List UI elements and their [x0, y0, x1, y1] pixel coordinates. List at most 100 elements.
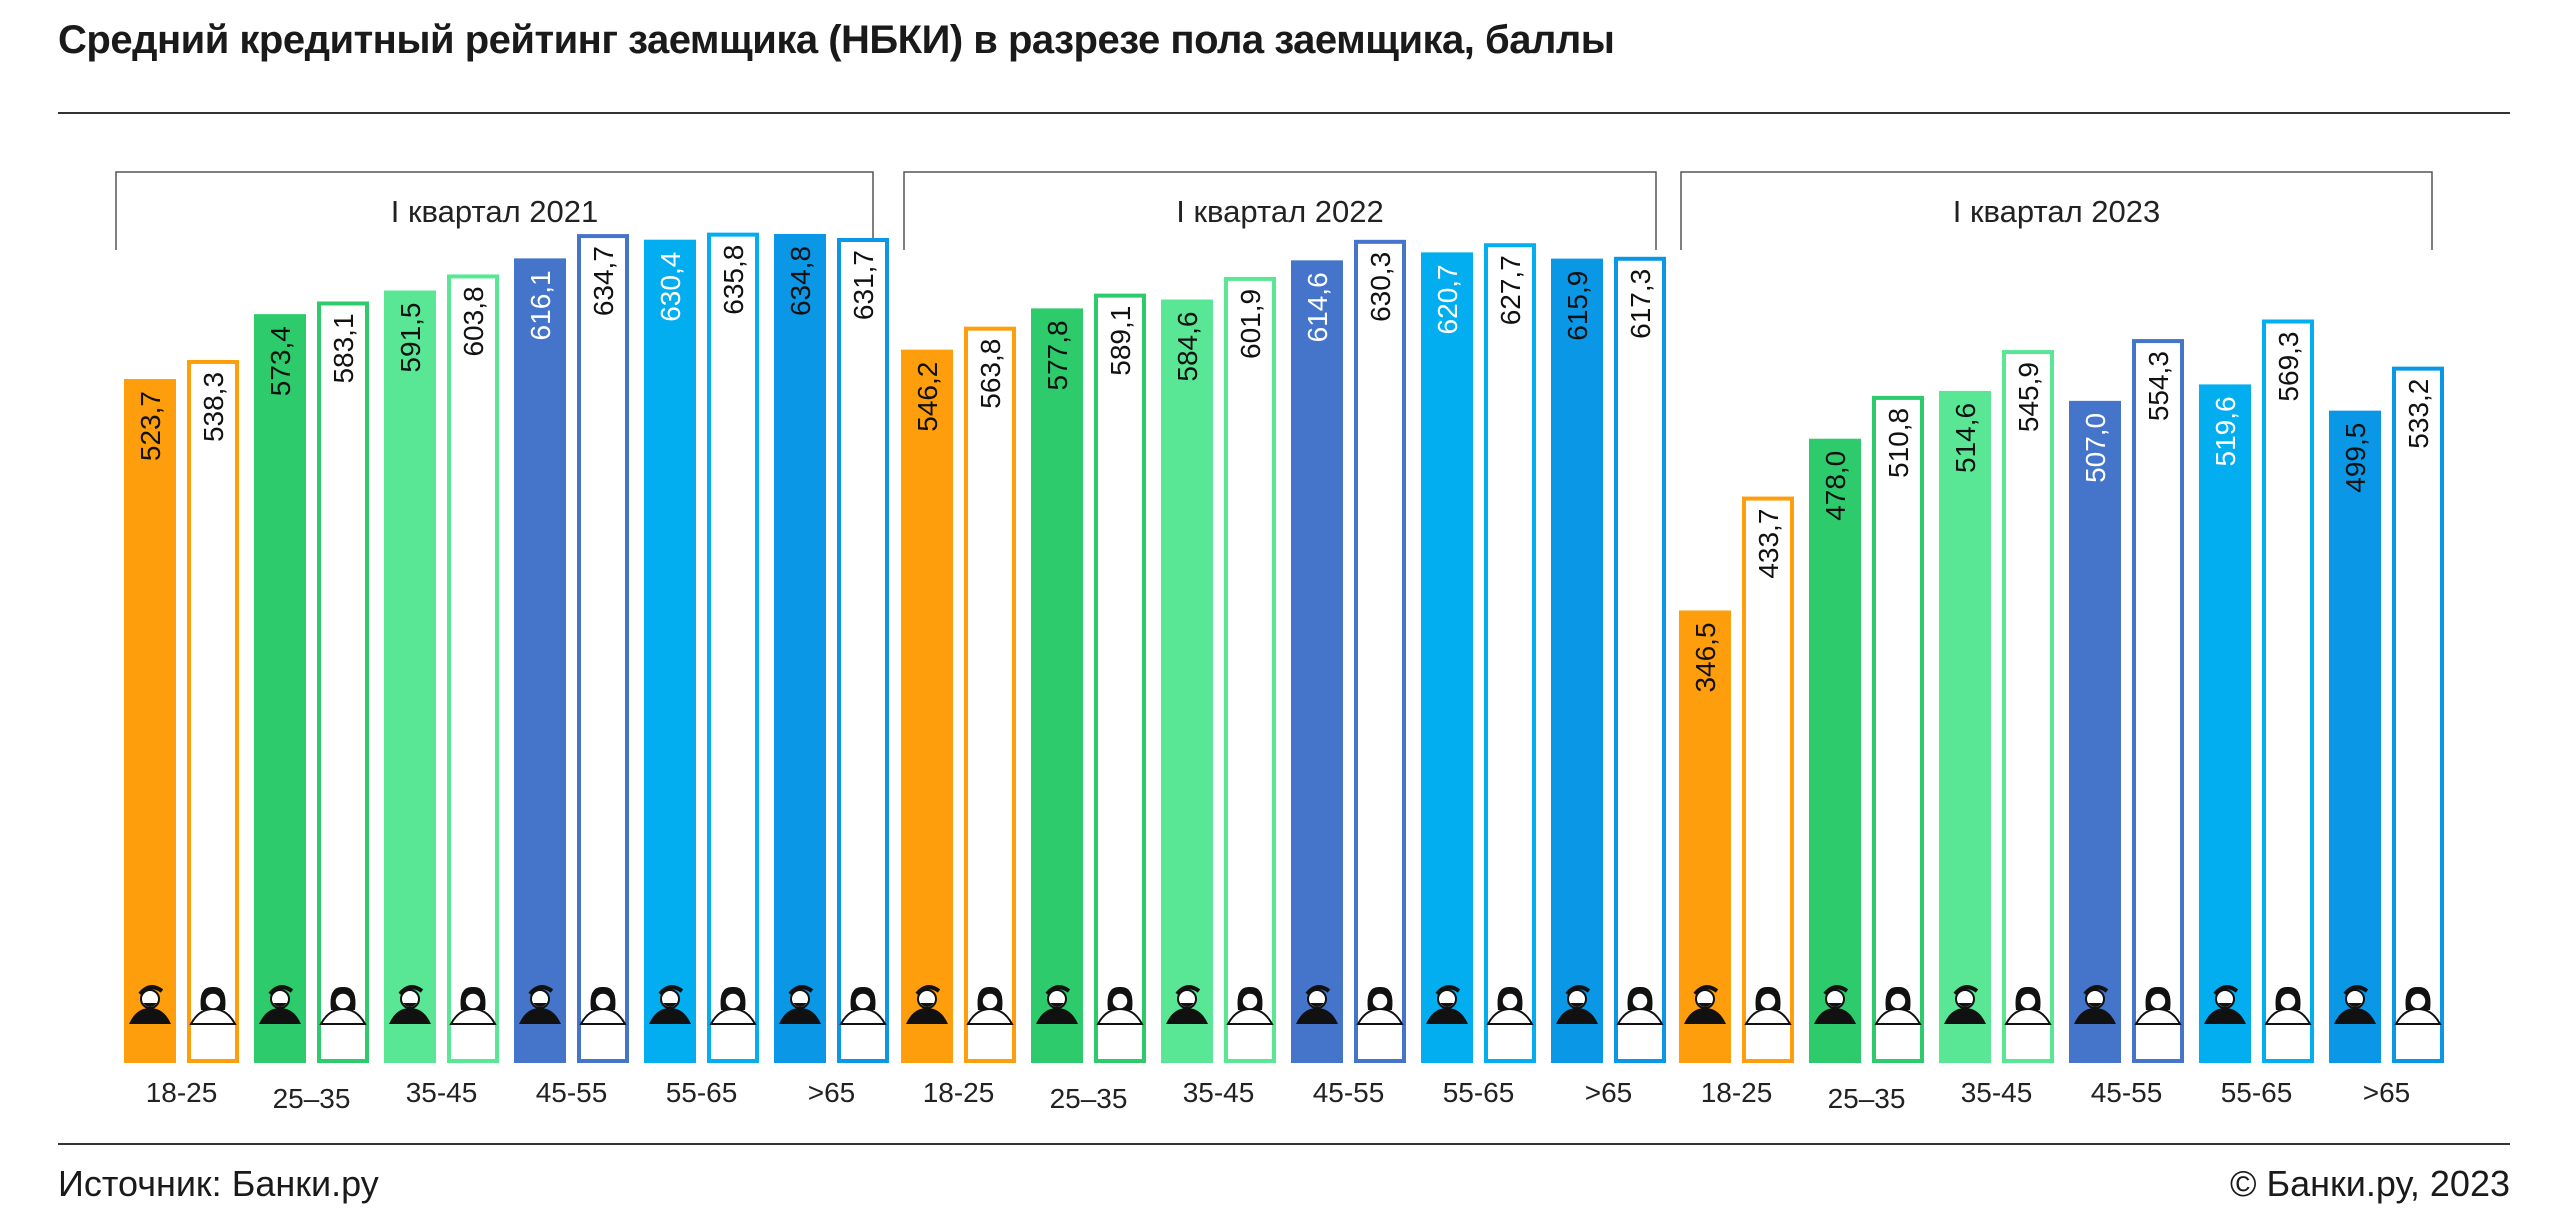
man-with-beard-icon: [2074, 985, 2116, 1024]
man-with-beard-icon: [1814, 985, 1856, 1024]
category-label: 45-55: [1313, 1077, 1385, 1108]
category-label: >65: [808, 1077, 856, 1108]
category-label: 45-55: [2091, 1077, 2163, 1108]
man-with-beard-icon: [906, 985, 948, 1024]
man-with-beard-icon: [2204, 985, 2246, 1024]
bar-female: [577, 234, 629, 1064]
data-label-female: 545,9: [2013, 362, 2044, 432]
data-label-female: 617,3: [1625, 269, 1656, 339]
man-with-beard-icon: [2334, 985, 2376, 1024]
bar-female: [1094, 293, 1146, 1064]
woman-icon: [709, 986, 757, 1025]
man-with-beard-icon: [779, 985, 821, 1024]
bar-male: [1291, 260, 1343, 1063]
data-label-male: 507,0: [2080, 413, 2111, 483]
data-label-male: 478,0: [1820, 451, 1851, 521]
data-label-male: 615,9: [1562, 271, 1593, 341]
data-label-male: 584,6: [1172, 312, 1203, 382]
man-with-beard-icon: [1036, 985, 1078, 1024]
woman-icon: [2134, 986, 2182, 1025]
top-divider: [58, 112, 2510, 114]
man-with-beard-icon: [389, 985, 431, 1024]
bar-female: [187, 359, 239, 1063]
data-label-female: 569,3: [2273, 331, 2304, 401]
group-label: I квартал 2021: [391, 194, 598, 229]
data-label-female: 601,9: [1235, 289, 1266, 359]
bar-female: [447, 274, 499, 1063]
data-label-female: 510,8: [1883, 408, 1914, 478]
bar-female: [317, 301, 369, 1064]
woman-icon: [2264, 986, 2312, 1025]
category-label: 25–35: [273, 1083, 351, 1114]
data-label-female: 631,7: [848, 250, 879, 320]
bar-male: [1551, 258, 1603, 1063]
data-label-female: 563,8: [975, 339, 1006, 409]
bar-male: [384, 290, 436, 1064]
data-label-male: 614,6: [1302, 272, 1333, 342]
data-label-female: 533,2: [2403, 379, 2434, 449]
bar-male: [254, 314, 306, 1063]
category-label: 45-55: [536, 1077, 608, 1108]
group-bracket: [903, 171, 1657, 250]
woman-icon: [839, 986, 887, 1025]
group-bracket: [115, 171, 874, 250]
data-label-female: 635,8: [718, 245, 749, 315]
bar-female: [1484, 243, 1536, 1063]
woman-icon: [2394, 986, 2442, 1025]
chart-title: Средний кредитный рейтинг заемщика (НБКИ…: [58, 18, 1615, 62]
data-label-male: 577,8: [1042, 320, 1073, 390]
category-label: >65: [1585, 1077, 1633, 1108]
data-label-male: 546,2: [912, 362, 943, 432]
woman-icon: [449, 986, 497, 1025]
bar-female: [2002, 350, 2054, 1063]
data-label-female: 634,7: [588, 246, 619, 316]
data-label-male: 499,5: [2340, 423, 2371, 493]
bar-male: [1421, 252, 1473, 1064]
data-label-female: 538,3: [198, 372, 229, 442]
category-label: 25–35: [1828, 1083, 1906, 1114]
woman-icon: [1744, 986, 1792, 1025]
bottom-divider: [58, 1143, 2510, 1145]
bar-male: [124, 379, 176, 1063]
man-with-beard-icon: [649, 985, 691, 1024]
bar-male: [2069, 400, 2121, 1063]
bar-male: [901, 349, 953, 1063]
bar-female: [1614, 256, 1666, 1063]
data-label-male: 346,5: [1690, 622, 1721, 692]
data-label-female: 554,3: [2143, 351, 2174, 421]
man-with-beard-icon: [519, 985, 561, 1024]
bar-female: [2392, 366, 2444, 1063]
category-label: >65: [2363, 1077, 2411, 1108]
woman-icon: [189, 986, 237, 1025]
bar-female: [2262, 319, 2314, 1063]
bar-female: [1224, 276, 1276, 1064]
group-bracket: [1680, 171, 2433, 250]
bar-male: [1679, 610, 1731, 1063]
category-label: 55-65: [666, 1077, 738, 1108]
bar-male: [2199, 384, 2251, 1063]
data-label-female: 583,1: [328, 313, 359, 383]
bar-female: [837, 237, 889, 1063]
category-label: 18-25: [923, 1077, 995, 1108]
bar-male: [1031, 308, 1083, 1063]
data-label-male: 630,4: [655, 252, 686, 322]
bar-female: [1742, 496, 1794, 1063]
man-with-beard-icon: [1166, 985, 1208, 1024]
copyright-note: © Банки.ру, 2023: [2229, 1163, 2510, 1204]
bar-female: [1872, 395, 1924, 1063]
woman-icon: [2004, 986, 2052, 1025]
woman-icon: [1874, 986, 1922, 1025]
data-label-male: 519,6: [2210, 396, 2241, 466]
bar-female: [707, 232, 759, 1063]
category-label: 35-45: [1183, 1077, 1255, 1108]
category-label: 18-25: [146, 1077, 218, 1108]
man-with-beard-icon: [1944, 985, 1986, 1024]
data-label-female: 627,7: [1495, 255, 1526, 325]
bar-male: [774, 233, 826, 1064]
woman-icon: [1096, 986, 1144, 1025]
category-label: 25–35: [1050, 1083, 1128, 1114]
woman-icon: [579, 986, 627, 1025]
category-label: 18-25: [1701, 1077, 1773, 1108]
woman-icon: [1486, 986, 1534, 1025]
